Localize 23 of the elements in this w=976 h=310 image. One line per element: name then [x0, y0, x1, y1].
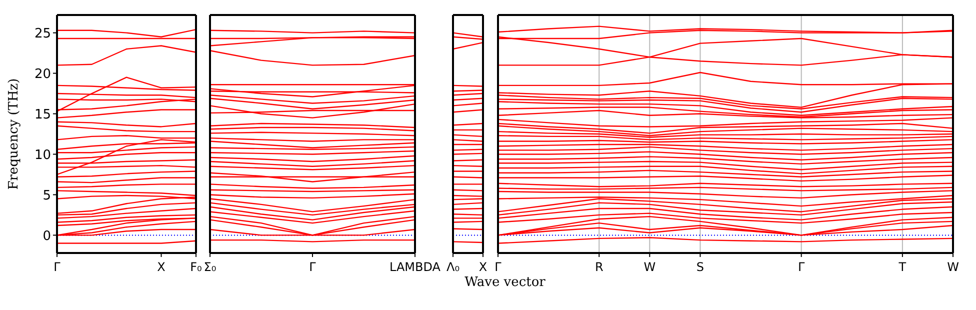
y-axis-title: Frequency (THz) — [6, 78, 22, 190]
x-tick-label: W — [947, 260, 960, 274]
y-tick-label: 20 — [34, 66, 51, 82]
x-tick-label: Λ₀ — [446, 260, 460, 274]
x-tick-label: F₀ — [190, 260, 202, 274]
x-tick-label: R — [594, 260, 604, 274]
x-tick-label: LAMBDA — [390, 260, 442, 274]
x-tick-label: Γ — [309, 260, 316, 274]
y-tick-label: 0 — [42, 228, 51, 244]
y-tick-label: 5 — [42, 188, 51, 204]
y-tick-label: 25 — [34, 26, 51, 42]
x-tick-label: Γ — [798, 260, 805, 274]
x-tick-label: Γ — [54, 260, 61, 274]
x-axis-title: Wave vector — [464, 275, 546, 290]
y-tick-label: 15 — [34, 107, 51, 122]
x-tick-label: X — [478, 260, 488, 274]
x-tick-label: T — [898, 260, 907, 274]
x-tick-label: Γ — [494, 260, 502, 274]
x-tick-label: S — [696, 260, 704, 274]
x-tick-label: Σ₀ — [204, 260, 216, 274]
x-tick-label: X — [157, 260, 166, 274]
x-tick-label: W — [644, 260, 656, 274]
y-tick-label: 10 — [34, 148, 51, 163]
